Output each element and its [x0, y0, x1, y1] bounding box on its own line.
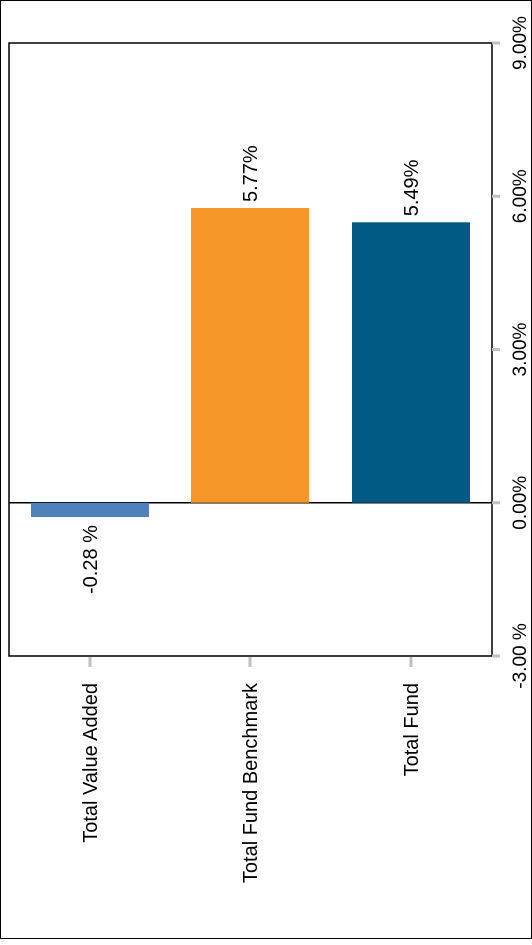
data-label-total-value-added: -0.28 % — [80, 525, 102, 594]
value-axis-tick-label: 0.00% — [510, 476, 531, 530]
data-label-total-fund: 5.49% — [401, 159, 423, 216]
data-label-total-fund-benchmark: 5.77% — [240, 145, 262, 202]
bar-total-value-added — [31, 502, 149, 518]
value-axis-tick-label: 3.00% — [510, 322, 531, 376]
category-label-total-fund-benchmark: Total Fund Benchmark — [240, 682, 262, 883]
value-axis-tick-label: -3.00 % — [510, 623, 531, 689]
value-axis-tick-label: 9.00% — [510, 16, 531, 70]
bar-total-fund-benchmark — [191, 207, 309, 503]
value-axis-tick-label: 6.00% — [510, 169, 531, 223]
category-label-total-value-added: Total Value Added — [80, 683, 102, 843]
category-label-total-fund: Total Fund — [401, 683, 423, 776]
bar-total-fund — [352, 222, 470, 503]
